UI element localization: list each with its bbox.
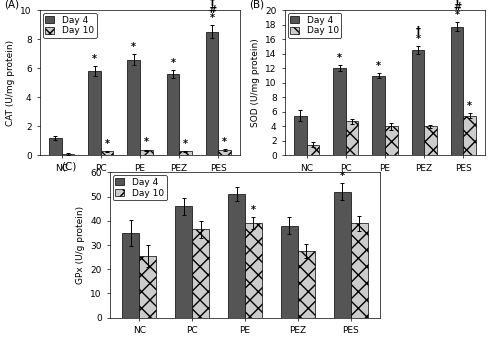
Bar bbox=[128, 59, 140, 155]
Bar bbox=[298, 251, 315, 318]
Text: *: * bbox=[92, 54, 97, 64]
Text: (B): (B) bbox=[249, 0, 264, 9]
Text: *: * bbox=[337, 53, 342, 63]
Bar bbox=[139, 256, 156, 318]
Bar bbox=[101, 151, 114, 155]
Text: (C): (C) bbox=[62, 162, 77, 172]
Bar bbox=[62, 154, 74, 155]
Bar bbox=[88, 71, 101, 155]
Bar bbox=[166, 74, 179, 155]
Bar bbox=[294, 116, 306, 155]
Bar bbox=[49, 138, 62, 155]
Y-axis label: GPx (U/g protein): GPx (U/g protein) bbox=[76, 206, 84, 284]
Text: *: * bbox=[376, 61, 381, 71]
Bar bbox=[385, 126, 398, 155]
Bar bbox=[245, 223, 262, 318]
Text: *: * bbox=[251, 205, 256, 215]
Bar bbox=[179, 151, 192, 155]
Bar bbox=[346, 121, 358, 155]
Text: *: * bbox=[144, 138, 149, 147]
Bar bbox=[424, 126, 436, 155]
Text: †: † bbox=[454, 0, 460, 4]
Y-axis label: CAT (U/mg protein): CAT (U/mg protein) bbox=[6, 40, 15, 126]
Y-axis label: SOD (U/mg protein): SOD (U/mg protein) bbox=[250, 39, 260, 127]
Bar bbox=[140, 150, 152, 155]
Text: *: * bbox=[340, 171, 345, 181]
Text: *: * bbox=[170, 57, 175, 68]
Text: #: # bbox=[453, 2, 461, 12]
Legend: Day 4, Day 10: Day 4, Day 10 bbox=[112, 175, 166, 200]
Bar bbox=[451, 27, 464, 155]
Text: *: * bbox=[454, 10, 460, 20]
Bar bbox=[412, 50, 424, 155]
Text: *: * bbox=[467, 101, 472, 111]
Text: (A): (A) bbox=[4, 0, 19, 9]
Legend: Day 4, Day 10: Day 4, Day 10 bbox=[42, 13, 96, 38]
Text: *: * bbox=[104, 139, 110, 148]
Bar bbox=[464, 116, 476, 155]
Bar bbox=[334, 68, 346, 155]
Bar bbox=[218, 150, 231, 155]
Bar bbox=[334, 192, 351, 318]
Text: *: * bbox=[210, 13, 214, 23]
Text: *: * bbox=[131, 42, 136, 52]
Bar bbox=[372, 76, 385, 155]
Bar bbox=[175, 206, 192, 318]
Text: †: † bbox=[416, 26, 420, 36]
Text: *: * bbox=[222, 137, 227, 147]
Legend: Day 4, Day 10: Day 4, Day 10 bbox=[288, 13, 342, 38]
Bar bbox=[306, 145, 319, 155]
Bar bbox=[228, 194, 245, 318]
Bar bbox=[351, 223, 368, 318]
Bar bbox=[281, 226, 298, 318]
Text: †: † bbox=[210, 0, 214, 7]
Text: #: # bbox=[208, 5, 216, 15]
Bar bbox=[206, 32, 218, 155]
Bar bbox=[192, 229, 209, 318]
Text: *: * bbox=[416, 34, 420, 44]
Bar bbox=[122, 233, 139, 318]
Text: *: * bbox=[183, 139, 188, 148]
